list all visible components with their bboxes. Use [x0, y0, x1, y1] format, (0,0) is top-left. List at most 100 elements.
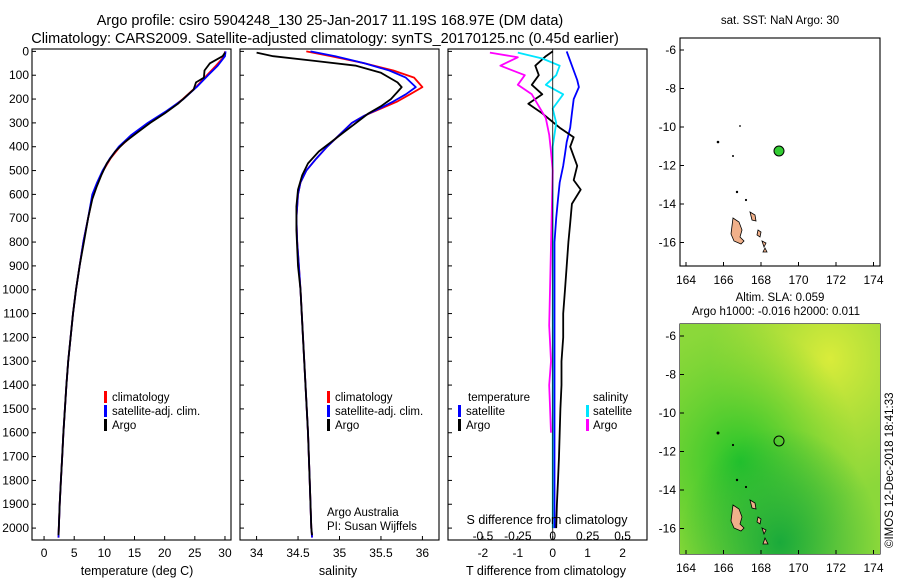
map-y-tick-label: -16 [659, 236, 677, 250]
legend-swatch-climatology [327, 391, 330, 403]
argo-position-marker [773, 145, 785, 157]
depth-tick-label: 1500 [2, 402, 29, 416]
island-shape [730, 217, 745, 245]
map-y-tick-label: -14 [659, 197, 677, 211]
x-tick-label: -2 [478, 546, 489, 560]
sla-map [680, 324, 880, 554]
legend-swatch-argo [104, 419, 107, 431]
map-x-tick-label: 166 [713, 561, 733, 575]
island-shape [749, 499, 757, 510]
series-line-s-satellite [517, 51, 565, 529]
imos-timestamp: ©IMOS 12-Dec-2018 18:41:33 [884, 392, 896, 548]
map-y-tick-label: -10 [659, 406, 677, 420]
legend-label-satellite: satellite-adj. clim. [335, 406, 423, 418]
series-line-t-satellite [553, 51, 580, 529]
depth-tick-label: 0 [22, 44, 29, 58]
island-dot [739, 125, 741, 127]
credit-line-2: PI: Susan Wijffels [327, 521, 417, 533]
salinity-legend: climatology satellite-adj. clim. Argo [327, 391, 423, 432]
map-y-tick-label: -6 [665, 43, 676, 57]
island-shape [730, 504, 745, 532]
series-line-satellite-adj-clim- [57, 51, 227, 538]
x-tick-label: -1 [512, 546, 523, 560]
legend-swatch-argo [327, 419, 330, 431]
map-y-tick-label: -8 [665, 368, 676, 382]
map-x-tick-label: 170 [788, 561, 808, 575]
depth-tick-label: 1200 [2, 330, 29, 344]
legend-label-s-satellite: satellite [593, 406, 632, 418]
depth-tick-label: 100 [9, 68, 29, 82]
depth-tick-label: 1000 [2, 283, 29, 297]
map-x-tick-label: 164 [676, 273, 696, 287]
x-tick-label: 35.5 [369, 546, 393, 560]
title-line-2: Climatology: CARS2009. Satellite-adjuste… [31, 31, 619, 47]
x-tick-label: 35 [333, 546, 347, 560]
legend-label-climatology: climatology [112, 392, 170, 404]
depth-tick-label: 600 [9, 187, 29, 201]
map-y-tick-label: -14 [659, 483, 677, 497]
x-tick-label: 0 [41, 546, 48, 560]
legend-label-argo: Argo [335, 420, 359, 432]
depth-tick-label: 900 [9, 259, 29, 273]
legend-label-climatology: climatology [335, 392, 393, 404]
sla-map-title-1: Altim. SLA: 0.059 [736, 292, 825, 304]
map-x-tick-label: 174 [863, 273, 883, 287]
depth-tick-label: 200 [9, 92, 29, 106]
map-y-tick-label: -6 [665, 329, 676, 343]
legend-swatch-satellite [327, 405, 330, 417]
x-tick-label: 20 [158, 546, 172, 560]
legend-s-title: salinity [593, 392, 628, 404]
depth-tick-label: 1400 [2, 378, 29, 392]
island-shape [756, 516, 762, 525]
x-tick-label: 10 [98, 546, 112, 560]
x-tick-label: 0 [549, 546, 556, 560]
t-difference-xlabel: T difference from climatology [466, 564, 627, 578]
difference-profiles [489, 50, 582, 529]
map-y-tick-label: -12 [659, 445, 677, 459]
depth-tick-label: 800 [9, 235, 29, 249]
legend-t-title: temperature [468, 392, 530, 404]
x-tick-label: 36 [416, 546, 430, 560]
island-dot [731, 443, 735, 447]
depth-tick-label: 1800 [2, 473, 29, 487]
depth-tick-label: 1700 [2, 450, 29, 464]
map-x-tick-label: 170 [788, 273, 808, 287]
depth-tick-label: 1300 [2, 354, 29, 368]
legend-swatch-satellite [104, 405, 107, 417]
s-diff-tick-label: 0.5 [614, 529, 631, 543]
island-dot [735, 478, 739, 482]
map-x-tick-label: 166 [713, 273, 733, 287]
map-x-tick-label: 168 [751, 273, 771, 287]
legend-swatch-t-satellite [458, 405, 461, 417]
depth-axis: 0 100 200 300 400 500 600 700 800 900 1000 1100 1200… [2, 44, 452, 535]
title-line-1: Argo profile: csiro 5904248_130 25-Jan-2… [97, 13, 563, 29]
map-x-tick-label: 174 [863, 561, 883, 575]
map-y-tick-label: -10 [659, 120, 677, 134]
map-y-tick-label: -8 [665, 82, 676, 96]
x-axis-ticks: 0 5 10 15 20 25 30 34 34.5 35 35.5 36 -2 -1 0 1 2 -0.5 -0.… [41, 49, 631, 560]
salinity-profiles [256, 50, 424, 538]
island-dot [716, 431, 720, 435]
map-x-tick-label: 172 [826, 561, 846, 575]
x-tick-label: 30 [218, 546, 232, 560]
island-shape [756, 229, 762, 238]
island-shape [749, 211, 757, 222]
s-difference-xlabel: S difference from climatology [467, 513, 629, 527]
depth-tick-label: 1900 [2, 497, 29, 511]
legend-swatch-climatology [104, 391, 107, 403]
depth-tick-label: 500 [9, 164, 29, 178]
temperature-panel-frame [31, 48, 232, 541]
sst-map-frame [679, 37, 881, 267]
x-tick-label: 15 [128, 546, 142, 560]
credit-line-1: Argo Australia [327, 507, 399, 519]
legend-swatch-s-satellite [586, 405, 589, 417]
legend-label-t-satellite: satellite [466, 406, 505, 418]
island-dot [735, 190, 739, 194]
island-shape [761, 527, 767, 536]
island-shape [762, 247, 768, 253]
depth-tick-label: 400 [9, 140, 29, 154]
x-tick-label: 5 [71, 546, 78, 560]
series-line-satellite-adj-clim- [295, 50, 417, 538]
island-dot [744, 485, 748, 489]
difference-panel-frame [447, 48, 648, 541]
